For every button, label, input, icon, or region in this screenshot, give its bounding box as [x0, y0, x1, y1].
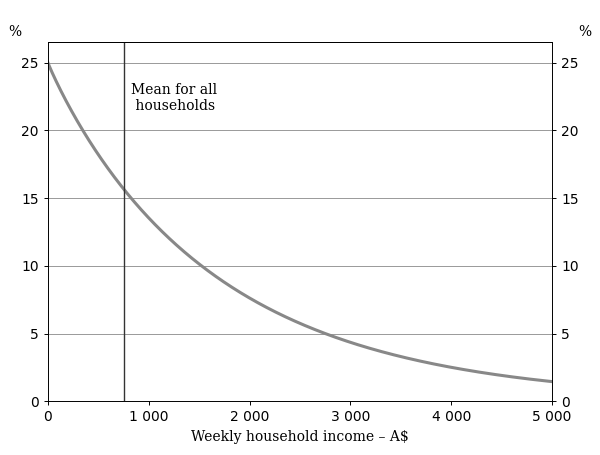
Text: Mean for all
 households: Mean for all households [131, 83, 217, 113]
Text: %: % [578, 25, 592, 39]
Text: %: % [8, 25, 22, 39]
X-axis label: Weekly household income – A$: Weekly household income – A$ [191, 430, 409, 444]
